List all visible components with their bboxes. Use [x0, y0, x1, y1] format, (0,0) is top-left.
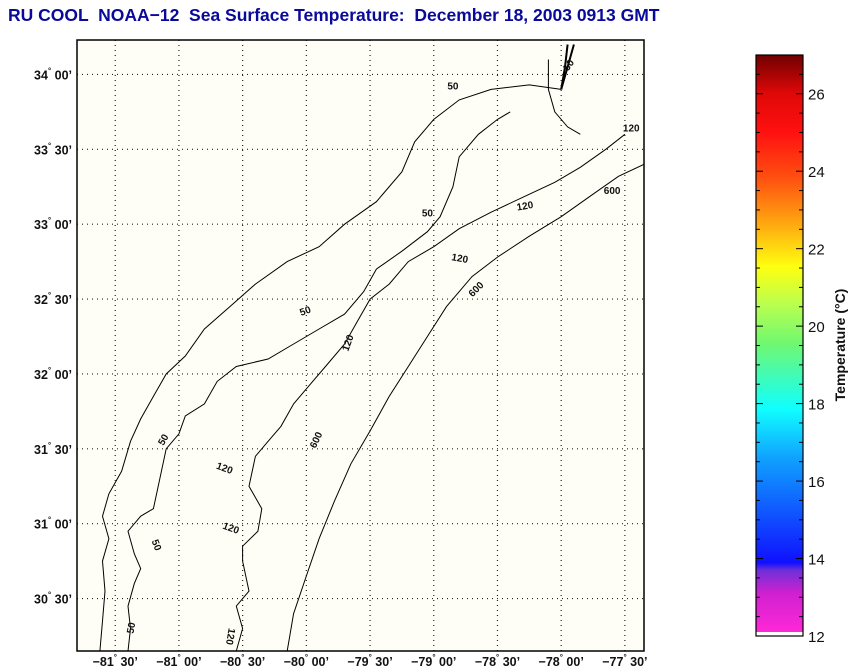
- cape-fear-river-west-line: [560, 44, 569, 90]
- colorbar-gradient: [756, 55, 803, 632]
- map-background: [77, 40, 644, 651]
- lat-tick-label: 30° 30’: [34, 591, 72, 607]
- lon-tick-label: −81° 30’: [93, 653, 138, 669]
- lon-tick-label: −79° 00’: [411, 653, 456, 669]
- colorbar-title: Temperature (°C): [832, 289, 848, 402]
- contour-120m-line: [235, 133, 626, 651]
- colorbar-tick-label: 20: [808, 319, 825, 336]
- colorbar: 12 14 16 18 20 22 24 26 Temperature (°C): [755, 54, 848, 646]
- contour-50m-south-line: [127, 111, 511, 651]
- map-frame: [76, 39, 645, 652]
- contour-label: 50: [447, 81, 459, 92]
- graticule: [77, 40, 644, 651]
- colorbar-tick-label: 12: [808, 629, 825, 646]
- colorbar-tick-label: 14: [808, 552, 825, 569]
- contour-label: 120: [516, 200, 535, 214]
- contour-50m-north-line: [547, 59, 581, 135]
- contour-label: 120: [221, 521, 241, 537]
- colorbar-tick-label: 16: [808, 474, 825, 491]
- colorbar-tick-label: 18: [808, 397, 825, 414]
- lat-tick-label: 31° 00’: [34, 516, 72, 532]
- lat-tick-label: 33° 00’: [34, 216, 72, 232]
- lon-tick-label: −80° 30’: [220, 653, 265, 669]
- contour-label: 120: [341, 333, 357, 353]
- contour-label: 50: [156, 432, 171, 448]
- colorbar-tick-label: 22: [808, 242, 825, 259]
- contour-label: 120: [215, 461, 235, 477]
- contour-label: 50: [298, 304, 313, 318]
- contour-label: 120: [451, 252, 470, 266]
- contour-label: 600: [604, 186, 621, 197]
- lat-tick-label: 31° 30’: [34, 441, 72, 457]
- chart-title: RU COOL NOAA−12 Sea Surface Temperature:…: [8, 5, 660, 25]
- lat-tick-label: 34° 00’: [34, 66, 72, 82]
- longitude-tick-labels: −81° 30’ −81° 00’ −80° 30’ −80° 00’ −79° 30’…: [93, 653, 648, 669]
- contour-label: 120: [623, 123, 640, 134]
- contour-label: 120: [223, 627, 237, 646]
- map-layers: [99, 44, 644, 651]
- lon-tick-label: −79° 30’: [347, 653, 392, 669]
- lat-tick-label: 32° 00’: [34, 366, 72, 382]
- colorbar-ticks: 12 14 16 18 20 22 24 26: [756, 54, 825, 646]
- contour-label: 50: [149, 538, 163, 553]
- contour-label: 50: [422, 209, 434, 220]
- lat-tick-label: 33° 30’: [34, 141, 72, 157]
- colorbar-tick-label: 26: [808, 87, 825, 104]
- lon-tick-label: −81° 00’: [156, 653, 201, 669]
- lat-tick-label: 32° 30’: [34, 291, 72, 307]
- lon-tick-label: −77° 30’: [602, 653, 647, 669]
- coastline-line: [99, 84, 562, 651]
- contour-labels: 5050505050505012012012012012012012060060…: [125, 57, 640, 646]
- lon-tick-label: −80° 00’: [284, 653, 329, 669]
- lon-tick-label: −78° 00’: [539, 653, 584, 669]
- latitude-tick-labels: 34° 00’ 33° 30’ 33° 00’ 32° 30’ 32° 00’ 31° 3…: [34, 66, 72, 606]
- lon-tick-label: −78° 30’: [475, 653, 520, 669]
- contour-600m-line: [286, 163, 644, 651]
- colorbar-tick-label: 24: [808, 164, 825, 181]
- contour-label: 50: [125, 621, 138, 634]
